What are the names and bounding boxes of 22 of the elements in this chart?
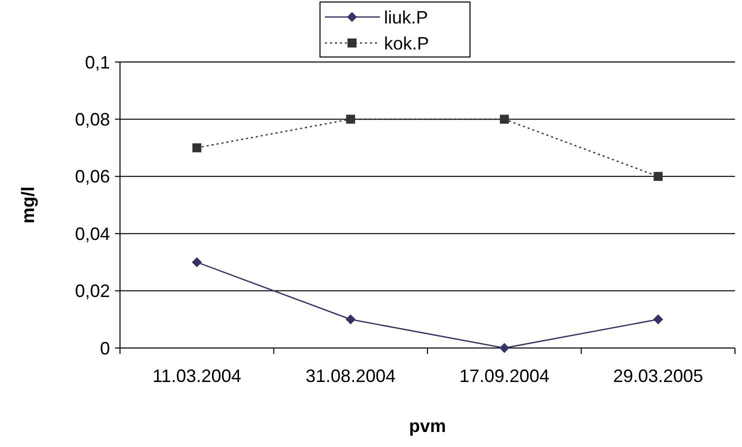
point <box>499 343 510 353</box>
y-tick-label: 0 <box>100 338 110 358</box>
y-tick-label: 0,02 <box>74 281 110 302</box>
y-tick-label: 0,06 <box>74 166 110 187</box>
point <box>346 314 356 324</box>
y-axis-title: mg/l <box>18 186 38 224</box>
legend-label: kok.P <box>384 33 430 54</box>
x-axis-title: pvm <box>408 416 446 436</box>
y-tick-label: 0,04 <box>74 224 110 244</box>
point <box>653 314 664 324</box>
point <box>346 114 356 124</box>
point <box>654 172 663 181</box>
legend-label: liuk.P <box>384 7 428 28</box>
point <box>192 257 202 268</box>
x-tick-label: 29.03.2005 <box>613 366 704 386</box>
y-tick-label: 0,08 <box>74 110 110 130</box>
y-tick-label: 0,1 <box>84 52 110 72</box>
x-tick-label: 31.08.2004 <box>306 366 396 386</box>
x-tick-label: 17.09.2004 <box>459 366 550 386</box>
point <box>500 114 509 124</box>
point <box>192 143 202 152</box>
x-tick-label: 11.03.2004 <box>152 366 242 386</box>
